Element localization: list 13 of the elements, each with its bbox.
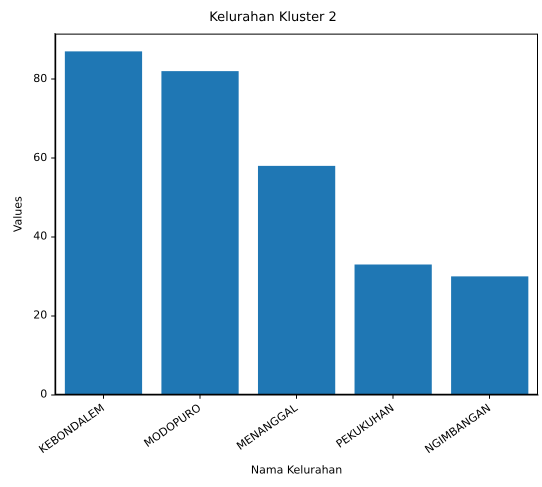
x-axis-title: Nama Kelurahan: [250, 463, 342, 476]
y-tick-label: 60: [33, 150, 48, 164]
y-tick-label: 80: [33, 72, 48, 85]
chart-title: Kelurahan Kluster 2: [209, 10, 337, 26]
bar: [161, 71, 239, 394]
bar: [354, 264, 432, 394]
y-tick-label: 40: [33, 230, 48, 243]
y-tick-label: 20: [33, 308, 48, 322]
bar: [258, 166, 336, 394]
bar: [64, 51, 142, 394]
bar: [451, 276, 528, 394]
y-tick-label: 0: [40, 388, 48, 401]
y-axis-title: Values: [11, 196, 24, 232]
